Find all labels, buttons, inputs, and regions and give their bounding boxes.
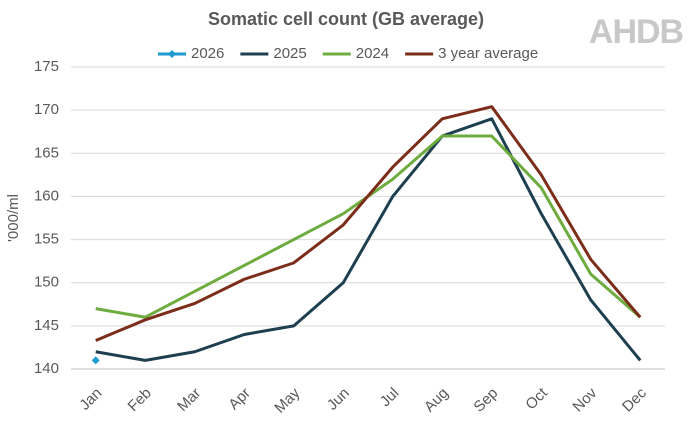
y-tick-label: 165 — [34, 144, 59, 161]
y-tick-label: 145 — [34, 317, 59, 334]
legend-label: 2026 — [191, 45, 224, 62]
y-tick-label: 140 — [34, 360, 59, 377]
series-line — [95, 105, 642, 342]
y-tick-label: 175 — [34, 58, 59, 75]
series-line — [95, 117, 642, 362]
y-tick-label: 155 — [34, 231, 59, 248]
legend-label: 3 year average — [438, 45, 538, 62]
logo: AHDB — [589, 13, 684, 51]
y-tick-label: 170 — [34, 101, 59, 118]
marker — [91, 356, 100, 365]
legend-label: 2024 — [356, 45, 389, 62]
y-axis-label: '000/ml — [5, 194, 22, 242]
legend-label: 2025 — [273, 45, 306, 62]
y-tick-label: 150 — [34, 274, 59, 291]
legend-marker — [168, 50, 176, 58]
chart-title: Somatic cell count (GB average) — [208, 9, 484, 29]
y-tick-label: 160 — [34, 187, 59, 204]
